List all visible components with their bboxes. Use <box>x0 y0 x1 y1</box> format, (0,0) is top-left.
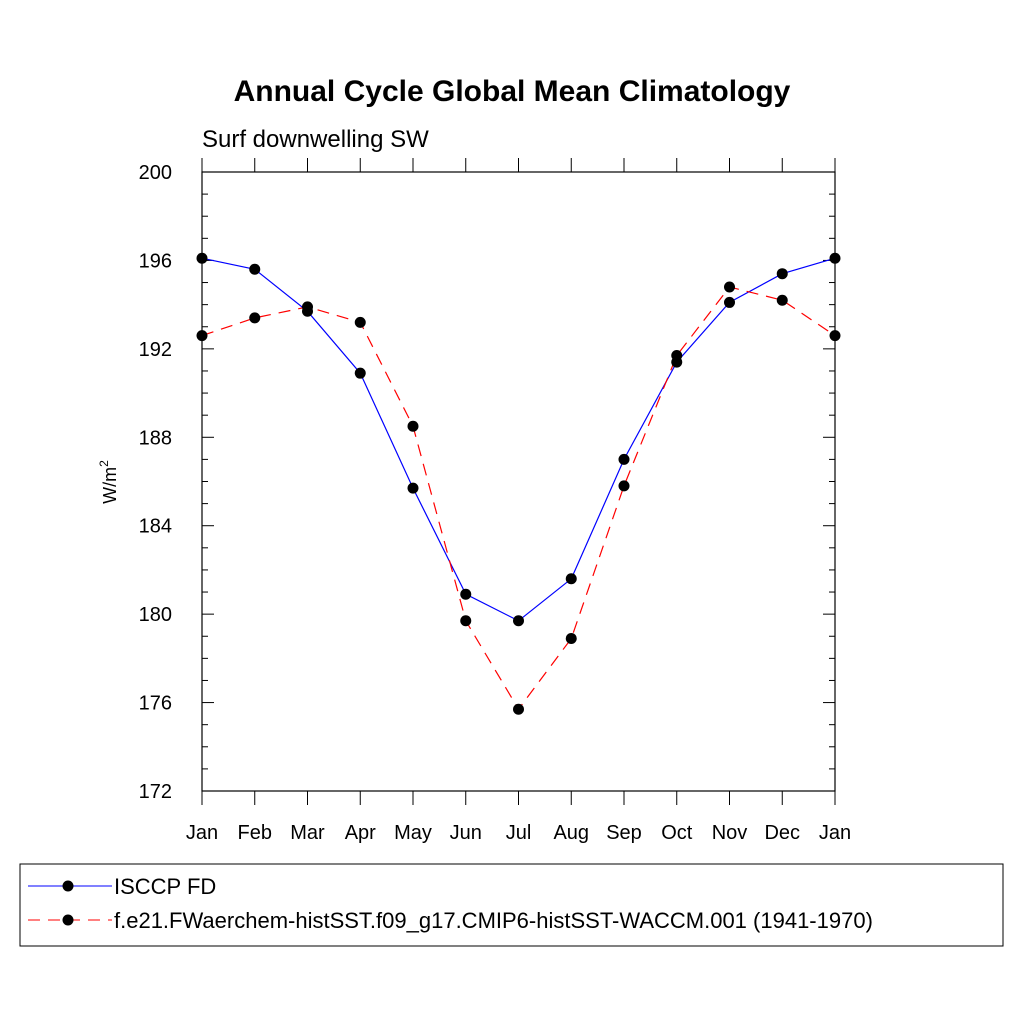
series-1-point <box>513 703 524 715</box>
x-tick-label: Apr <box>345 822 376 844</box>
series-1-point <box>302 301 313 313</box>
series-1-point <box>671 349 683 361</box>
x-tick-label: Nov <box>712 822 748 844</box>
legend-label-isccp: ISCCP FD <box>114 874 216 899</box>
x-tick-label: Oct <box>661 822 693 844</box>
series-0-point <box>829 252 841 264</box>
series-0-point <box>513 615 524 627</box>
x-tick-label: Jan <box>186 822 218 844</box>
legend: ISCCP FD f.e21.FWaerchem-histSST.f09_g17… <box>19 863 1004 947</box>
series-1-point <box>354 316 366 328</box>
series-line-1 <box>201 286 836 711</box>
series-1-point <box>249 312 261 324</box>
y-tick-label: 188 <box>139 427 172 449</box>
legend-label-model: f.e21.FWaerchem-histSST.f09_g17.CMIP6-hi… <box>114 908 873 933</box>
x-tick-label: Feb <box>238 822 272 844</box>
y-tick-label: 180 <box>139 604 172 626</box>
series-0-point <box>407 482 419 494</box>
series-0-point <box>724 296 735 308</box>
series-1-point <box>407 420 419 432</box>
y-tick-label: 176 <box>139 693 172 715</box>
x-tick-label: Jul <box>506 822 532 844</box>
x-tick-label: May <box>394 822 432 844</box>
plot-frame <box>201 171 836 792</box>
series-0-point <box>460 588 472 600</box>
y-tick-label: 184 <box>139 516 172 538</box>
series-0-point <box>249 263 261 275</box>
series-1-point <box>565 632 577 644</box>
y-tick-label: 172 <box>139 781 172 803</box>
series-0-point <box>776 268 788 280</box>
series-1-point <box>460 615 472 627</box>
series-layer <box>196 252 841 715</box>
y-axis-label: W/m2 <box>97 460 120 504</box>
y-tick-labels: 172 176 180 184 188 192 196 200 <box>139 162 172 803</box>
series-0-point <box>354 367 366 379</box>
series-1-point <box>829 330 841 342</box>
series-1-point <box>618 480 630 492</box>
y-tick-label: 196 <box>139 250 172 272</box>
legend-marker-model <box>62 914 74 926</box>
y-axis-label-unit: W/m <box>100 467 120 504</box>
x-tick-label: Sep <box>606 822 642 844</box>
chart-title: Annual Cycle Global Mean Climatology <box>234 75 791 108</box>
series-0-point <box>196 252 208 264</box>
legend-marker-isccp <box>62 880 74 892</box>
legend-box <box>19 863 1004 947</box>
series-line-0 <box>201 257 836 622</box>
chart-subtitle: Surf downwelling SW <box>202 126 429 153</box>
axis-ticks <box>201 158 836 805</box>
series-0-point <box>565 573 577 585</box>
series-1-point <box>724 281 735 293</box>
series-1-point <box>196 330 208 342</box>
series-0-point <box>618 453 630 465</box>
series-1-point <box>776 294 788 306</box>
x-tick-labels: Jan Feb Mar Apr May Jun Jul Aug Sep Oct Nov Dec Jan <box>186 822 851 844</box>
x-tick-label: Aug <box>553 822 589 844</box>
x-tick-label: Jun <box>450 822 482 844</box>
x-tick-label: Mar <box>290 822 325 844</box>
x-tick-label: Dec <box>764 822 800 844</box>
x-tick-label: Jan <box>819 822 851 844</box>
y-axis-label-superscript: 2 <box>97 460 111 467</box>
y-tick-label: 192 <box>139 339 172 361</box>
y-tick-label: 200 <box>139 162 172 184</box>
